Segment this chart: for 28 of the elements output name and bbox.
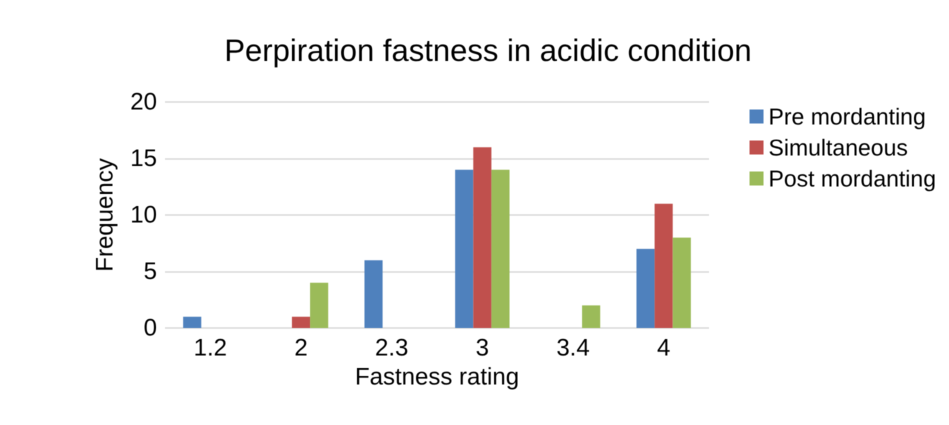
y-tick-label: 5 [144,258,157,285]
x-tick-label: 4 [656,334,670,362]
x-tick-label: 2.3 [374,334,408,362]
x-tick-label: 2 [294,334,308,362]
bar [455,170,474,328]
x-tick-label: 3.4 [556,334,590,362]
bar [183,316,202,328]
bar [491,170,510,328]
y-axis-title: Frequency [92,158,118,272]
legend-label: Simultaneous [768,134,908,160]
legend-label: Pre mordanting [768,104,926,130]
bar [292,316,310,328]
bar [654,204,673,328]
x-axis-title: Fastness rating [354,363,520,390]
y-tick-label: 10 [130,202,157,228]
bar [473,147,492,328]
chart-title: Perpiration fastness in acidic condition [224,33,752,68]
y-tick-label: 0 [144,314,157,342]
y-tick-label: 20 [130,88,157,116]
x-tick-label: 3 [476,334,490,362]
bar [364,260,383,328]
bar [310,282,328,328]
bar [672,238,691,328]
x-tick-label: 1.2 [194,334,228,362]
legend-label: Post mordanting [768,166,936,192]
bar [582,305,600,328]
y-tick-label: 15 [130,145,157,172]
bar [636,248,655,328]
